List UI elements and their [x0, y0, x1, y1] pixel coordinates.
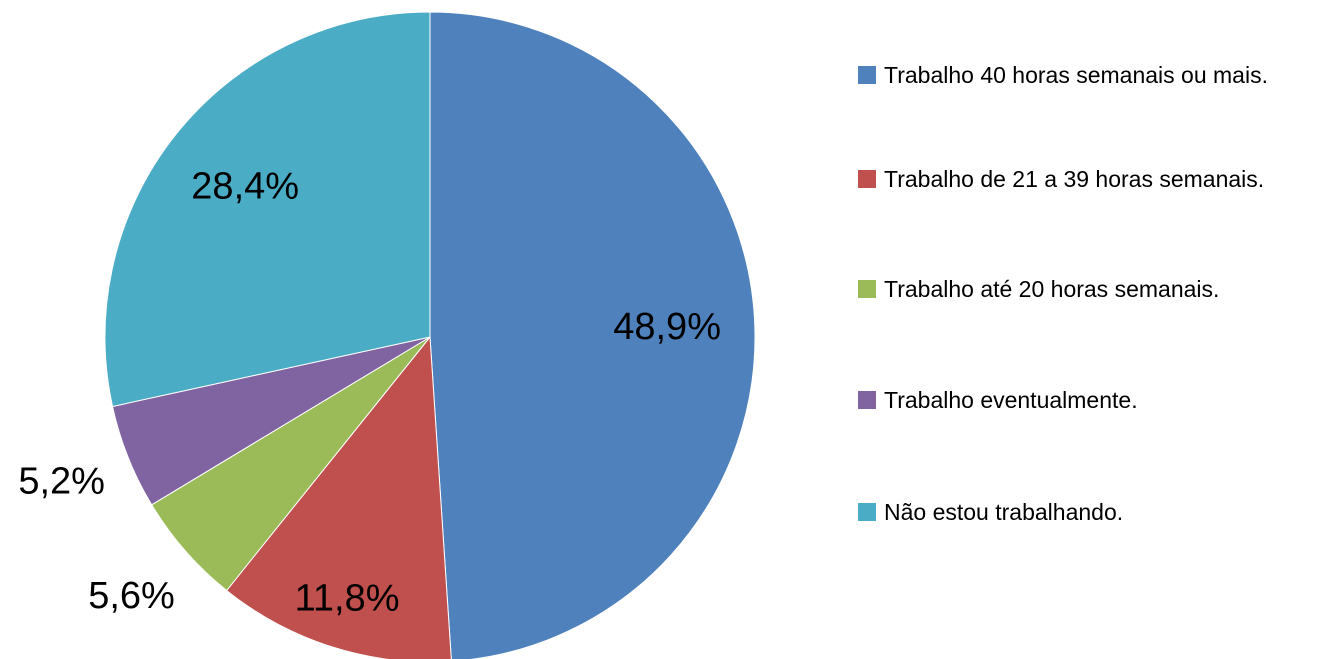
- legend-swatch: [858, 66, 876, 84]
- legend-label: Trabalho 40 horas semanais ou mais.: [884, 62, 1268, 88]
- legend-item: Não estou trabalhando.: [858, 495, 1328, 529]
- legend-label: Trabalho de 21 a 39 horas semanais.: [884, 166, 1265, 192]
- legend-label: Não estou trabalhando.: [884, 499, 1124, 525]
- legend-swatch: [858, 391, 876, 409]
- pie-slice: [104, 11, 431, 408]
- legend-swatch: [858, 503, 876, 521]
- legend-label: Trabalho eventualmente.: [884, 387, 1138, 413]
- pie-slice: [225, 335, 452, 659]
- legend-swatch: [858, 170, 876, 188]
- legend-item: Trabalho eventualmente.: [858, 383, 1328, 417]
- data-label: 5,2%: [18, 461, 105, 503]
- legend-item: Trabalho de 21 a 39 horas semanais.: [858, 162, 1328, 196]
- legend-swatch: [858, 280, 876, 298]
- pie-slice: [429, 11, 756, 659]
- legend-item: Trabalho até 20 horas semanais.: [858, 272, 1328, 306]
- legend-item: Trabalho 40 horas semanais ou mais.: [858, 58, 1328, 92]
- data-label: 11,8%: [295, 578, 400, 620]
- data-label: 5,6%: [88, 575, 175, 617]
- data-label: 48,9%: [613, 306, 721, 348]
- legend-label: Trabalho até 20 horas semanais.: [884, 276, 1220, 302]
- chart: 48,9% 11,8% 5,6% 5,2% 28,4%: [18, 11, 756, 659]
- data-label: 28,4%: [191, 165, 299, 207]
